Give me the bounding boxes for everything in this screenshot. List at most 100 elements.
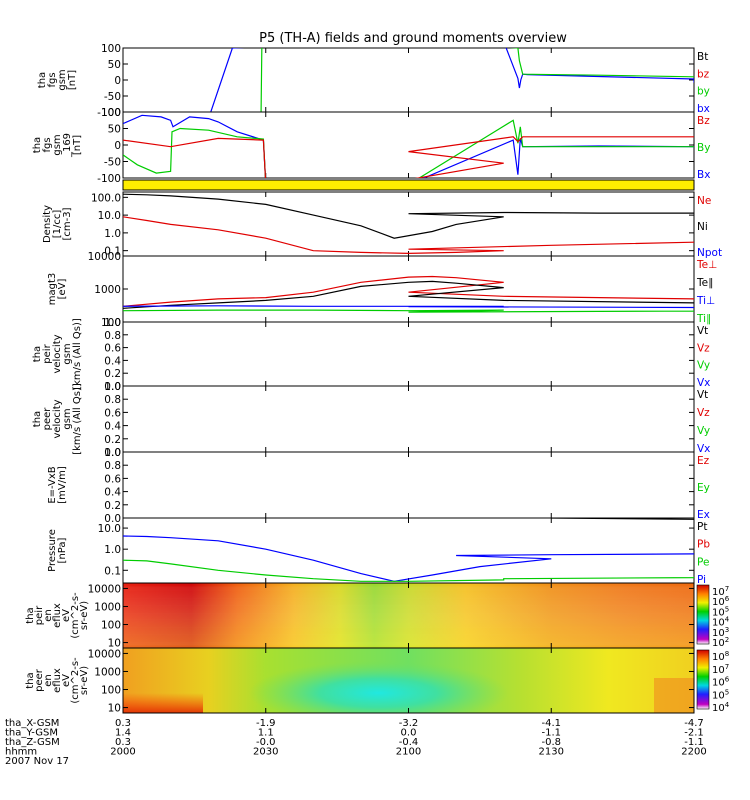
y-axis-label: [1/cc]	[52, 210, 63, 239]
panel-peir_spec: 10710610510410310210000100010010thapeire…	[25, 582, 730, 650]
series-fgs-by	[260, 48, 694, 112]
y-tick-label: 0.4	[104, 355, 121, 367]
legend-entry: Pt	[697, 521, 707, 533]
colorbar-tick-label: 108	[712, 650, 729, 663]
footer-row-label: hhmm	[5, 747, 37, 758]
legend-entry: Vt	[697, 325, 708, 337]
y-tick-label: 10.0	[98, 210, 121, 222]
y-axis-label: sr-eV)	[79, 601, 90, 630]
series-density-Ni	[123, 193, 694, 239]
y-axis-label: tha	[25, 672, 36, 688]
panel-temp: 10000 1000 100 magt3 [eV] Te⊥ Te∥ Ti⊥ Ti∥	[47, 251, 717, 329]
footer-value: 0.0	[401, 728, 417, 739]
y-tick-label: 100.0	[91, 192, 121, 204]
y-tick-label: 0.0	[104, 381, 121, 393]
panel-density: 100.0 10.0 1.0 0.1 Density [1/cc] [cm-3] Ne Ni Np…	[42, 191, 722, 259]
y-tick-label: 0	[114, 140, 121, 152]
y-tick-label: -50	[104, 91, 121, 103]
footer-row-label: tha_Z-GSM	[5, 737, 60, 748]
footer-date: 2007 Nov 17	[5, 756, 69, 767]
y-axis-label: tha	[32, 411, 43, 427]
y-tick-label: -100	[97, 173, 121, 185]
footer-row-label: tha_Y-GSM	[5, 728, 58, 739]
footer-value: 2100	[396, 747, 421, 758]
y-tick-label: 0.2	[104, 368, 121, 380]
y-axis-label: eflux	[52, 668, 63, 693]
series-pressure-Pt	[551, 518, 694, 523]
y-axis-label: eV	[61, 609, 72, 622]
y-axis-label: peir	[42, 343, 53, 363]
colorbar-tick-label: 107	[712, 663, 729, 676]
legend-entry: bx	[697, 103, 710, 115]
y-tick-label: 10000	[88, 583, 121, 595]
colorbar-tick-label: 106	[712, 676, 730, 689]
y-tick-label: 0.1	[104, 246, 121, 258]
legend-entry: Ti∥	[696, 313, 711, 325]
series-temp-Ti∥	[123, 309, 694, 313]
series-temp-Te⊥	[123, 275, 694, 307]
footer-value: 1.4	[115, 728, 131, 739]
y-axis-label: magt3	[47, 273, 58, 306]
series-fgs169-Bz	[123, 136, 694, 178]
legend-entry: By	[697, 142, 710, 154]
y-tick-label: 0.8	[104, 460, 121, 472]
y-tick-label: 1000	[94, 601, 121, 613]
panel-frame	[122, 321, 695, 387]
y-tick-label: 0	[114, 75, 121, 87]
y-tick-label: 0.2	[104, 434, 121, 446]
footer-value: -1.1	[541, 728, 561, 739]
footer-value: -0.8	[541, 737, 561, 748]
y-tick-label: 1.0	[104, 447, 121, 459]
y-tick-label: 1.0	[104, 228, 121, 240]
series-fgs-bx	[210, 48, 694, 112]
y-tick-label: 1000	[94, 666, 121, 678]
y-tick-label: 10000	[88, 251, 121, 263]
y-axis-label: tha	[37, 72, 48, 88]
y-tick-label: 0.0	[104, 513, 121, 525]
y-axis-label: gsm	[62, 408, 73, 429]
footer-value: 2200	[681, 747, 706, 758]
footer-value: 0.3	[115, 737, 131, 748]
plot-title: P5 (TH-A) fields and ground moments over…	[259, 31, 567, 46]
y-tick-label: 100	[101, 43, 121, 55]
y-tick-label: 50	[108, 124, 121, 136]
y-tick-label: 0.1	[104, 565, 121, 577]
y-axis-label: fgs	[47, 72, 58, 87]
y-tick-label: -50	[104, 157, 121, 169]
y-axis-label: [km/s (All Qs)]	[72, 318, 83, 390]
y-tick-label: 100	[101, 107, 121, 119]
y-axis-label: sr-eV)	[79, 666, 90, 695]
y-tick-label: 50	[108, 59, 121, 71]
y-tick-label: 10	[108, 638, 121, 650]
legend-entry: Ey	[697, 482, 710, 494]
legend-entry: Vx	[697, 443, 710, 455]
y-tick-label: 0.6	[104, 473, 121, 485]
y-tick-label: 1.0	[104, 544, 121, 556]
legend-entry: Bz	[697, 115, 710, 127]
legend-entry: Vz	[697, 407, 710, 419]
y-axis-label: [mV/m]	[57, 466, 68, 504]
y-tick-label: 100	[101, 620, 121, 632]
y-axis-label: eV	[61, 674, 72, 687]
y-tick-label: 0.6	[104, 407, 121, 419]
colorbar-tick-label: 105	[712, 688, 729, 701]
panel-frame	[122, 191, 695, 257]
legend-entry: bz	[697, 68, 710, 80]
legend-entry: Te∥	[696, 277, 713, 289]
footer-value: 2030	[253, 747, 278, 758]
y-axis-label: [eV]	[57, 279, 68, 300]
peir_spec-spectrogram	[123, 583, 694, 648]
legend-entry: Bx	[697, 169, 710, 181]
footer-value: 1.1	[258, 728, 274, 739]
legend-entry: Ni	[697, 221, 708, 233]
panel-frame	[122, 111, 695, 179]
panel-frame	[122, 385, 695, 453]
ephemeris-footer: tha_X-GSM 0.3 -1.9 -3.2 -4.1 -4.7 tha_Y-GSM 1.4…	[5, 718, 707, 767]
y-axis-label: peer	[42, 407, 53, 431]
y-tick-label: 10	[108, 703, 121, 715]
colorbar-tick-label: 102	[712, 636, 729, 649]
y-axis-label: tha	[32, 137, 43, 153]
legend-entry: Vy	[697, 360, 710, 372]
